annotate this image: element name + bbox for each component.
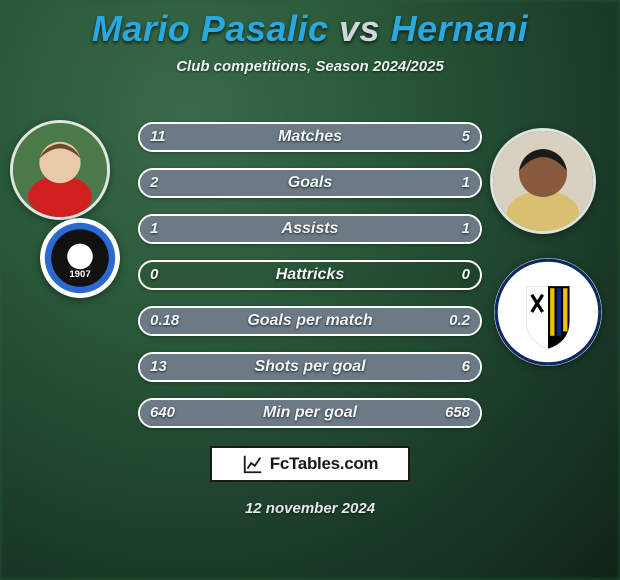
stat-value-right: 0 [462,262,470,288]
stat-label: Matches [140,124,480,150]
vs-text: vs [339,8,380,49]
brand-text: FcTables.com [270,454,379,474]
stat-row: 13 Shots per goal 6 [138,352,482,382]
stat-value-right: 1 [462,216,470,242]
svg-text:1907: 1907 [69,269,90,280]
stat-value-right: 658 [445,400,470,426]
stat-value-right: 1 [462,170,470,196]
brand-box: FcTables.com [210,446,410,482]
stat-label: Hattricks [140,262,480,288]
page-title: Mario Pasalic vs Hernani [0,8,620,50]
player-right-avatar [490,128,596,234]
stat-value-right: 0.2 [449,308,470,334]
subtitle: Club competitions, Season 2024/2025 [0,58,620,75]
player-left-avatar [10,120,110,220]
stat-label: Goals [140,170,480,196]
stat-label: Min per goal [140,400,480,426]
stat-label: Assists [140,216,480,242]
stat-row: 11 Matches 5 [138,122,482,152]
chart-icon [242,453,264,475]
player-left-name: Mario Pasalic [92,8,329,49]
stat-row: 0 Hattricks 0 [138,260,482,290]
date-text: 12 november 2024 [0,500,620,517]
stat-value-right: 5 [462,124,470,150]
stat-label: Shots per goal [140,354,480,380]
stat-label: Goals per match [140,308,480,334]
player-right-name: Hernani [391,8,529,49]
club-right-logo [494,258,602,366]
club-left-logo: 1907 [40,218,120,298]
stat-row: 640 Min per goal 658 [138,398,482,428]
stat-row: 0.18 Goals per match 0.2 [138,306,482,336]
stat-row: 1 Assists 1 [138,214,482,244]
stat-row: 2 Goals 1 [138,168,482,198]
comparison-card: Mario Pasalic vs Hernani Club competitio… [0,0,620,580]
stat-value-right: 6 [462,354,470,380]
stats-table: 11 Matches 5 2 Goals 1 1 Assists 1 0 Hat… [138,122,482,444]
